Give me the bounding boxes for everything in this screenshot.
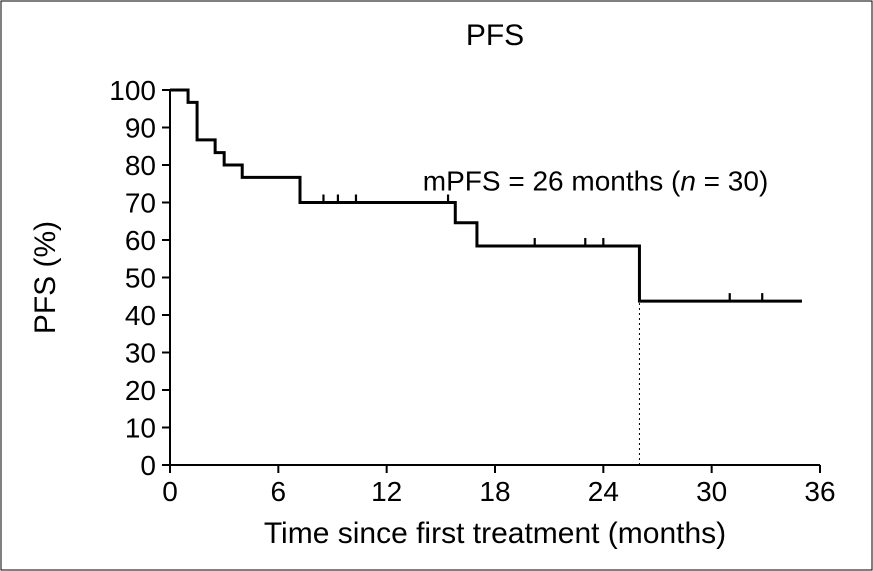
x-tick-label: 30 bbox=[696, 476, 727, 507]
y-tick-label: 20 bbox=[125, 375, 156, 406]
y-tick-label: 50 bbox=[125, 263, 156, 294]
y-tick-label: 60 bbox=[125, 225, 156, 256]
y-tick-label: 0 bbox=[140, 450, 156, 481]
y-axis-label: PFS (%) bbox=[29, 221, 62, 334]
y-tick-label: 40 bbox=[125, 300, 156, 331]
chart-svg: PFS 0 6 12 18 24 30 36 0 10 20 30 40 50 60 70 80 90 100 Tim… bbox=[0, 0, 873, 571]
chart-title: PFS bbox=[466, 19, 524, 52]
x-tick-label: 18 bbox=[479, 476, 510, 507]
x-tick-label: 36 bbox=[804, 476, 835, 507]
x-tick-label: 12 bbox=[371, 476, 402, 507]
x-axis-label: Time since first treatment (months) bbox=[264, 517, 726, 550]
y-tick-label: 90 bbox=[125, 113, 156, 144]
y-tick-label: 80 bbox=[125, 150, 156, 181]
y-tick-label: 30 bbox=[125, 338, 156, 369]
annotation-text: mPFS = 26 months (n = 30) bbox=[423, 166, 769, 197]
y-tick-label: 10 bbox=[125, 413, 156, 444]
x-tick-label: 0 bbox=[162, 476, 178, 507]
y-tick-label: 100 bbox=[109, 75, 156, 106]
pfs-km-chart: PFS 0 6 12 18 24 30 36 0 10 20 30 40 50 60 70 80 90 100 Tim… bbox=[0, 0, 873, 571]
x-tick-label: 6 bbox=[271, 476, 287, 507]
x-tick-label: 24 bbox=[588, 476, 619, 507]
y-tick-label: 70 bbox=[125, 188, 156, 219]
